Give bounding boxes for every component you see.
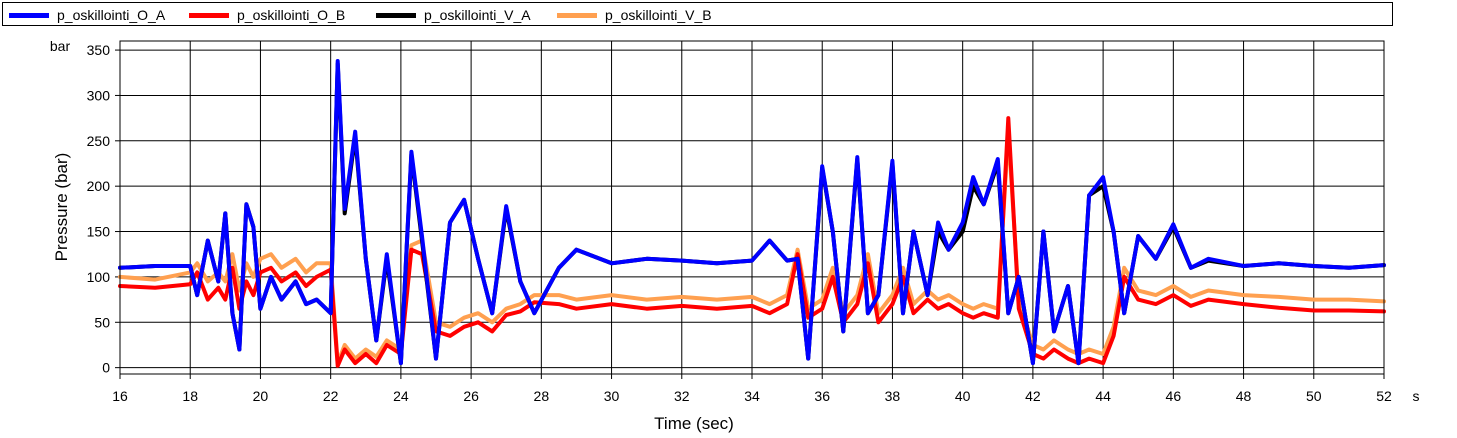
grid-lines: [115, 41, 1385, 379]
x-tick-label: 42: [1025, 388, 1041, 404]
x-tick-label: 28: [534, 388, 550, 404]
x-tick-label: 44: [1095, 388, 1111, 404]
legend-label: p_oskillointi_V_B: [605, 7, 712, 23]
y-axis-title: Pressure (bar): [52, 153, 71, 262]
series-lines: [118, 59, 1386, 368]
legend-label: p_oskillointi_O_B: [237, 7, 346, 23]
legend-swatch-v-b: [557, 12, 597, 18]
y-tick-label: 200: [87, 178, 111, 194]
legend-swatch-o-a: [9, 12, 49, 18]
x-tick-label: 16: [112, 388, 128, 404]
y-tick-label: 50: [94, 314, 110, 330]
legend-entry-p-oskillointi-o-a: p_oskillointi_O_A: [9, 6, 165, 24]
x-tick-label: 22: [323, 388, 339, 404]
plot-frame: [119, 40, 1385, 375]
legend-label: p_oskillointi_O_A: [57, 7, 166, 23]
x-tick-label: 46: [1166, 388, 1182, 404]
x-tick-label: 34: [744, 388, 760, 404]
y-tick-label: 150: [87, 224, 111, 240]
x-tick-label: 48: [1236, 388, 1252, 404]
x-unit-label: s: [1413, 388, 1420, 404]
y-tick-label: 100: [87, 269, 111, 285]
x-tick-label: 24: [393, 388, 409, 404]
series-line-p-oskillointi-o-a: [118, 59, 1386, 366]
legend-entry-p-oskillointi-v-a: p_oskillointi_V_A: [376, 6, 531, 24]
x-tick-label: 20: [253, 388, 269, 404]
y-tick-label: 300: [87, 87, 111, 103]
x-tick-label: 32: [674, 388, 690, 404]
x-tick-label: 26: [463, 388, 479, 404]
legend-entry-p-oskillointi-o-b: p_oskillointi_O_B: [189, 6, 345, 24]
series-line-p-oskillointi-o-b: [118, 116, 1386, 368]
y-tick-labels: 0 50 100 150 200 250 300 350: [87, 42, 111, 376]
y-tick-label: 0: [102, 360, 110, 376]
y-unit-label: bar: [50, 38, 71, 54]
series-line-p-oskillointi-v-b: [118, 129, 1386, 366]
chart-legend: p_oskillointi_O_A p_oskillointi_O_B p_os…: [2, 2, 1393, 26]
x-tick-label: 50: [1306, 388, 1322, 404]
x-tick-label: 30: [604, 388, 620, 404]
x-tick-label: 40: [955, 388, 971, 404]
x-tick-labels: 16 18 20 22 24 26 28 30 32 34 36 38 40 42 44 46 48 50 52: [112, 388, 1392, 404]
x-tick-label: 52: [1376, 388, 1392, 404]
y-tick-label: 250: [87, 133, 111, 149]
legend-swatch-o-b: [189, 12, 229, 18]
legend-entry-p-oskillointi-v-b: p_oskillointi_V_B: [557, 6, 712, 24]
y-tick-label: 350: [87, 42, 111, 58]
x-tick-label: 36: [814, 388, 830, 404]
legend-label: p_oskillointi_V_A: [424, 7, 531, 23]
x-tick-label: 38: [885, 388, 901, 404]
legend-swatch-v-a: [376, 12, 416, 18]
x-tick-label: 18: [182, 388, 198, 404]
x-axis-title: Time (sec): [654, 414, 734, 433]
